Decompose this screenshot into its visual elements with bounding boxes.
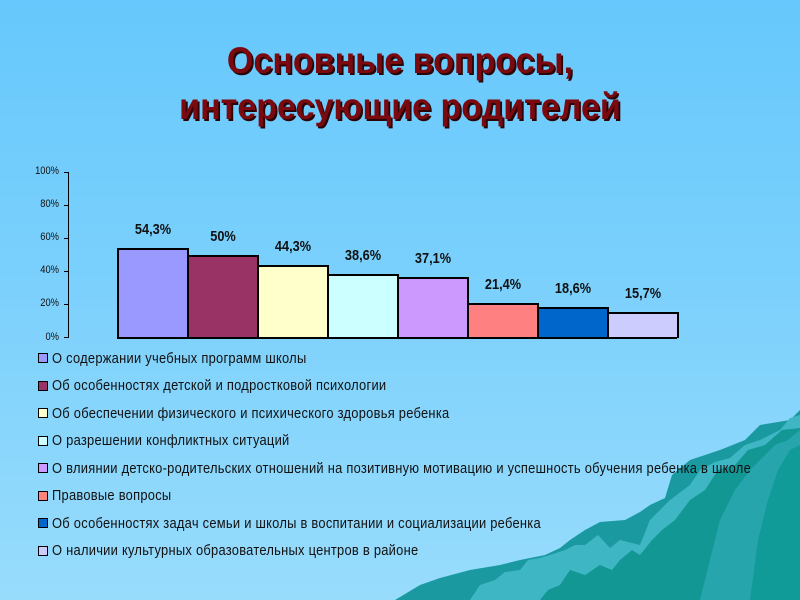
- legend-label: О влиянии детско-родительских отношений …: [52, 459, 752, 477]
- y-tick-label: 0%: [45, 331, 59, 343]
- legend-label: Правовые вопросы: [52, 487, 172, 504]
- bar-value-label: 18,6%: [554, 280, 592, 297]
- y-tick: [64, 205, 69, 206]
- legend-item: О разрешении конфликтных ситуаций: [38, 431, 328, 451]
- y-tick: [64, 271, 69, 272]
- legend-item: О влиянии детско-родительских отношений …: [38, 458, 800, 478]
- legend-label: Об особенностях детской и подростковой п…: [52, 377, 387, 394]
- y-tick-label: 100%: [35, 165, 59, 177]
- legend-swatch-icon: [38, 353, 48, 363]
- y-tick-label: 80%: [40, 198, 59, 210]
- legend-swatch-icon: [38, 380, 48, 391]
- bar-value-label: 15,7%: [624, 285, 662, 302]
- legend-swatch-icon: [38, 463, 48, 473]
- bar-value-label: 54,3%: [134, 221, 172, 238]
- y-tick: [64, 238, 69, 239]
- legend-swatch-icon: [38, 545, 48, 556]
- bar-value-label: 21,4%: [484, 276, 522, 293]
- bar-value-label: 37,1%: [414, 250, 452, 267]
- bar: [607, 312, 679, 338]
- legend-item: О содержании учебных программ школы: [38, 348, 348, 368]
- legend-label: О наличии культурных образовательных цен…: [52, 542, 419, 559]
- bar: [117, 248, 189, 338]
- y-axis-line: [68, 172, 69, 338]
- y-tick: [64, 304, 69, 305]
- slide-title: Основные вопросы, интересующие родителей: [32, 38, 768, 130]
- y-tick-label: 40%: [40, 264, 59, 276]
- legend-label: Об особенностях задач семьи и школы в во…: [52, 514, 541, 532]
- bar-value-label: 38,6%: [344, 247, 382, 264]
- legend-item: Об обеспечении физического и психическог…: [38, 403, 514, 423]
- legend-swatch-icon: [38, 518, 48, 528]
- legend-item: Об особенностях детской и подростковой п…: [38, 376, 441, 396]
- bar: [187, 255, 259, 338]
- legend-label: О содержании учебных программ школы: [52, 349, 307, 367]
- legend-label: О разрешении конфликтных ситуаций: [52, 432, 290, 449]
- legend-item: Об особенностях задач семьи и школы в во…: [38, 513, 621, 533]
- bar: [397, 277, 469, 338]
- y-tick: [64, 172, 69, 173]
- bar: [327, 274, 399, 338]
- y-tick-label: 20%: [40, 297, 59, 309]
- slide-title-line-1: Основные вопросы,: [226, 40, 574, 81]
- legend-item: О наличии культурных образовательных цен…: [38, 541, 478, 561]
- bar-value-label: 44,3%: [274, 238, 312, 255]
- x-axis-baseline: [117, 337, 677, 339]
- y-tick-label: 60%: [40, 231, 59, 243]
- bar: [257, 265, 329, 338]
- legend-label: Об обеспечении физического и психическог…: [52, 404, 450, 422]
- legend-swatch-icon: [38, 408, 48, 418]
- slide-title-line-2: интересующие родителей: [179, 86, 621, 127]
- legend-swatch-icon: [38, 435, 48, 446]
- bar: [537, 307, 609, 338]
- legend-item: Правовые вопросы: [38, 486, 191, 506]
- legend-swatch-icon: [38, 490, 48, 501]
- bar: [467, 303, 539, 338]
- y-tick: [64, 337, 69, 338]
- bar-value-label: 50%: [210, 228, 236, 245]
